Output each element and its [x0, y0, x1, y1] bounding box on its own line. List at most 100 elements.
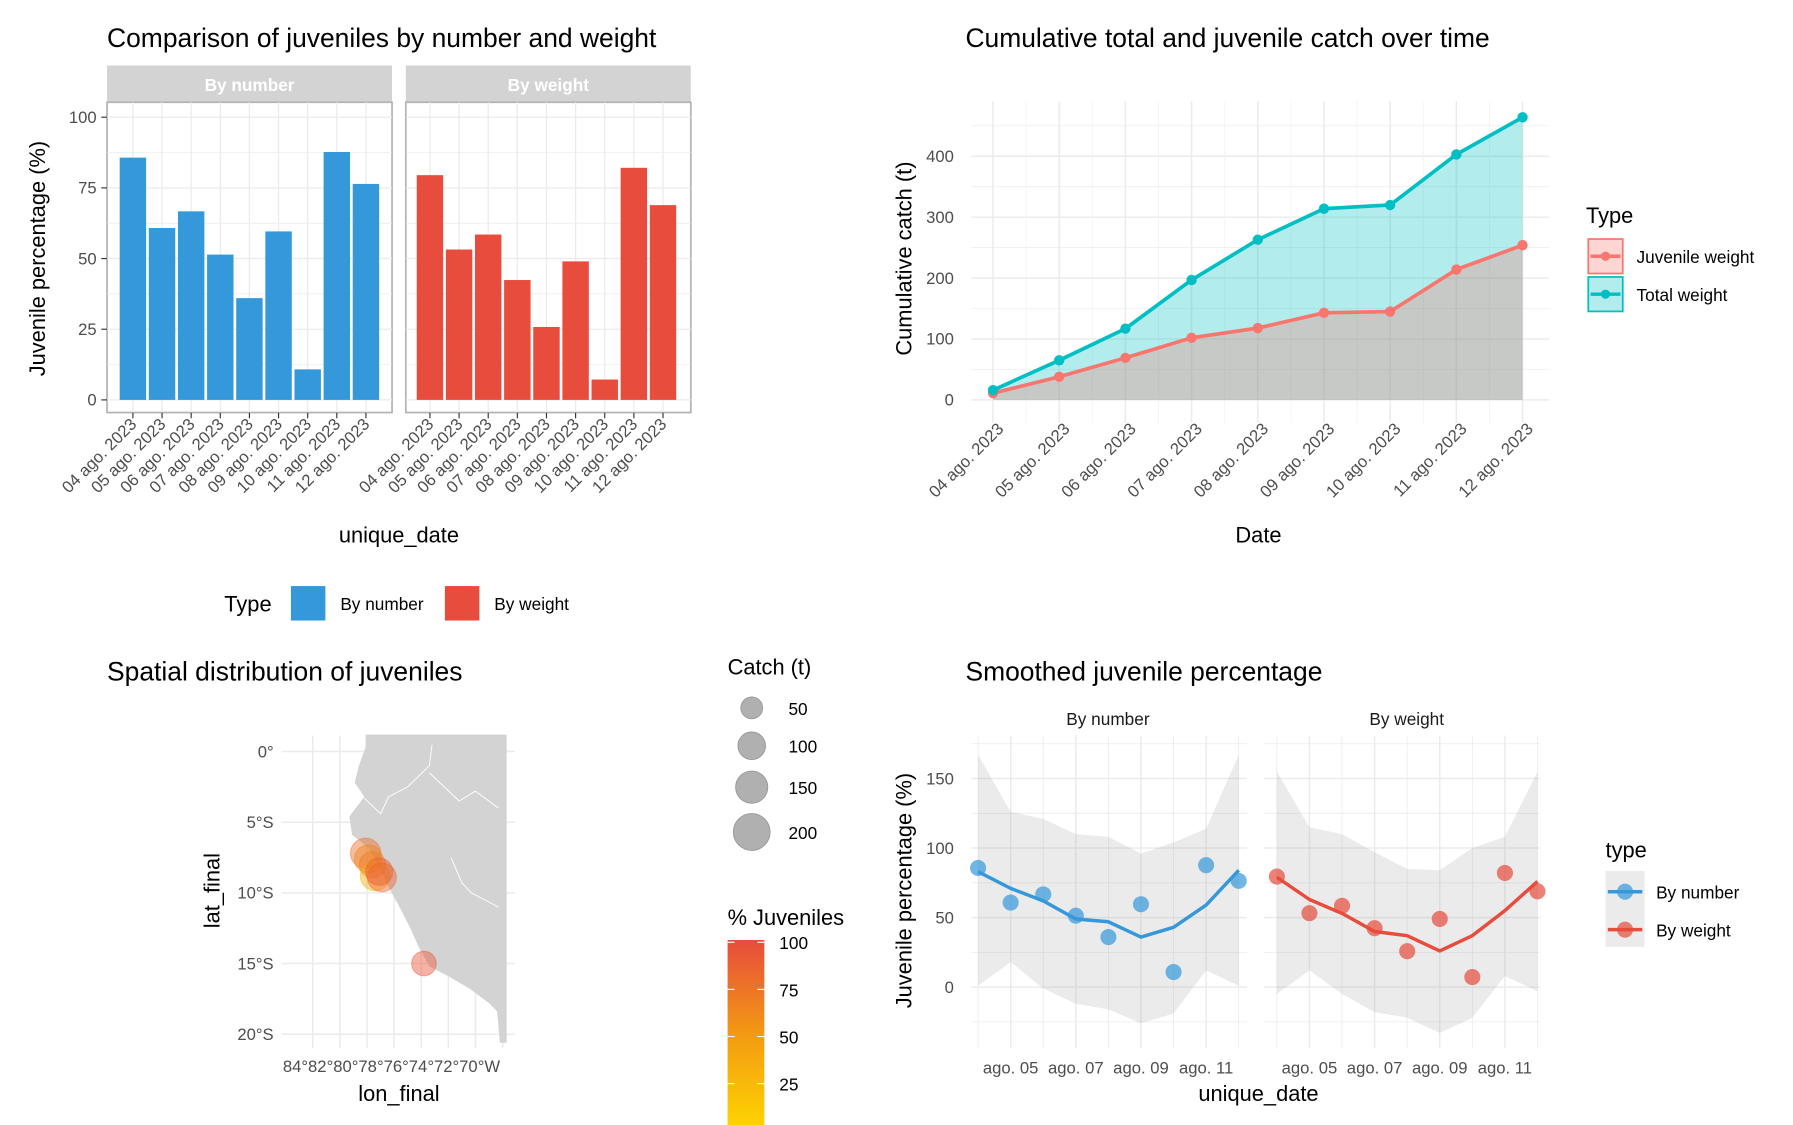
color-legend-title: % Juveniles — [728, 905, 845, 930]
map-panel: 0° 5°S 10°S 15°S 20°S Spatial distribution o… — [107, 655, 844, 1125]
data-point-by-weight — [1268, 868, 1285, 885]
y-tick-label: 100 — [926, 330, 954, 349]
data-point-by-number — [1230, 872, 1247, 889]
color-legend-label: 25 — [779, 1075, 798, 1095]
legend-swatch-by-weight — [444, 586, 480, 621]
legend-key-point — [1617, 921, 1634, 938]
x-tick-label: ago. 07 — [1048, 1058, 1104, 1077]
smooth-line-by-weight — [1275, 875, 1539, 953]
data-point-by-number — [970, 859, 987, 876]
bar-y-axis-label: Juvenile percentage (%) — [25, 141, 50, 376]
bar-by-weight — [416, 175, 444, 400]
country-border — [429, 772, 499, 809]
data-point-by-weight — [1333, 897, 1351, 914]
bar-legend-title: Type — [224, 591, 271, 616]
x-tick-label: ago. 05 — [983, 1058, 1039, 1077]
color-legend-label: 0 — [779, 1122, 789, 1125]
y-tick-label: 0 — [945, 978, 954, 997]
smoothed-plot: ago. 05 ago. 07 ago. 09 ago. 11 ago. 05 ago. … — [926, 735, 1546, 1077]
data-point-by-weight — [1431, 910, 1448, 928]
country-border — [450, 857, 499, 908]
bar-by-weight — [474, 234, 502, 400]
bar-by-number — [352, 183, 380, 400]
x-tick-label: ago. 11 — [1179, 1058, 1233, 1077]
map-title: Spatial distribution of juveniles — [107, 656, 462, 686]
smoothed-chart-title: Smoothed juvenile percentage — [965, 656, 1322, 686]
y-tick-label: 25 — [78, 320, 97, 339]
point-total-weight — [1186, 274, 1197, 286]
point-juvenile-weight — [1120, 352, 1131, 364]
bar-by-number — [265, 231, 292, 400]
data-point-by-number — [1198, 857, 1215, 874]
point-total-weight — [1252, 234, 1263, 245]
map-plot: 0° 5°S 10°S 15°S 20°S — [237, 734, 515, 1049]
legend-total-weight: Total weight — [1637, 285, 1728, 305]
color-legend-bar — [727, 939, 765, 1125]
smoothed-legend-by-number: By number — [1656, 883, 1740, 903]
map-x-axis-label: lon_final — [358, 1081, 439, 1106]
y-tick-label: 100 — [926, 839, 954, 858]
map-y-axis-label: lat_final — [200, 853, 225, 928]
catch-point — [366, 862, 397, 893]
catch-point — [411, 950, 437, 977]
x-tick-label: ago. 05 — [1282, 1058, 1338, 1077]
bar-by-weight — [562, 261, 589, 400]
bar-by-weight — [445, 249, 473, 400]
size-legend-label: 100 — [788, 737, 817, 757]
color-legend-label: 100 — [779, 933, 808, 953]
data-point-by-number — [1165, 964, 1182, 981]
point-total-weight — [1120, 323, 1131, 334]
map-x-tick-labels: 84°82°80°78°76°74°72°70°W — [283, 1057, 501, 1076]
cumulative-y-axis-label: Cumulative catch (t) — [891, 162, 916, 356]
data-point-by-weight — [1496, 864, 1513, 881]
bar-by-number — [323, 151, 351, 400]
bar-by-number — [177, 211, 205, 400]
data-point-by-number — [1035, 886, 1052, 903]
point-juvenile-weight — [1186, 332, 1197, 343]
smooth-line-by-number — [977, 869, 1240, 939]
confidence-band — [978, 754, 1239, 1024]
y-tick-label: 50 — [935, 908, 954, 927]
smoothed-legend-by-weight: By weight — [1656, 921, 1731, 941]
y-tick-label: 0 — [87, 391, 96, 410]
point-total-weight — [1517, 112, 1528, 123]
data-point-by-weight — [1529, 883, 1546, 900]
point-total-weight — [987, 384, 999, 396]
data-point-by-number — [1100, 929, 1117, 946]
color-legend-label: 50 — [779, 1027, 798, 1047]
size-legend-label: 200 — [788, 823, 817, 843]
y-tick-label: 5°S — [247, 813, 274, 832]
bar-chart-panel: Comparison of juveniles by number and we… — [25, 23, 692, 621]
smoothed-strip-by-weight: By weight — [1369, 709, 1444, 729]
bar-by-weight — [591, 379, 618, 400]
y-tick-label: 0 — [945, 391, 954, 410]
smoothed-strip-by-number: By number — [1066, 709, 1150, 729]
y-tick-label: 100 — [69, 108, 97, 127]
size-legend-circle — [740, 696, 764, 720]
data-point-by-weight — [1399, 943, 1416, 960]
legend-swatch-by-number — [290, 586, 326, 621]
size-legend-circle — [737, 731, 766, 761]
country-border — [363, 744, 433, 815]
catch-point — [353, 844, 383, 874]
smoothed-y-axis-label: Juvenile percentage (%) — [891, 773, 916, 1008]
point-total-weight — [1451, 149, 1462, 160]
y-tick-label: 50 — [78, 249, 97, 268]
legend-key-point — [1600, 289, 1611, 299]
y-tick-label: 15°S — [237, 954, 273, 973]
catch-point — [359, 860, 391, 892]
bar-chart-title: Comparison of juveniles by number and we… — [107, 23, 657, 53]
x-tick-label: ago. 11 — [1478, 1058, 1532, 1077]
y-tick-label: 75 — [78, 179, 97, 198]
y-tick-label: 400 — [926, 147, 954, 166]
point-total-weight — [1384, 199, 1396, 211]
legend-key-point — [1617, 883, 1634, 900]
bar-by-number — [119, 157, 147, 400]
smoothed-legend-title: type — [1606, 837, 1647, 862]
land-polygon — [349, 734, 507, 1043]
y-tick-label: 300 — [926, 208, 954, 227]
facet-strip — [405, 65, 691, 103]
